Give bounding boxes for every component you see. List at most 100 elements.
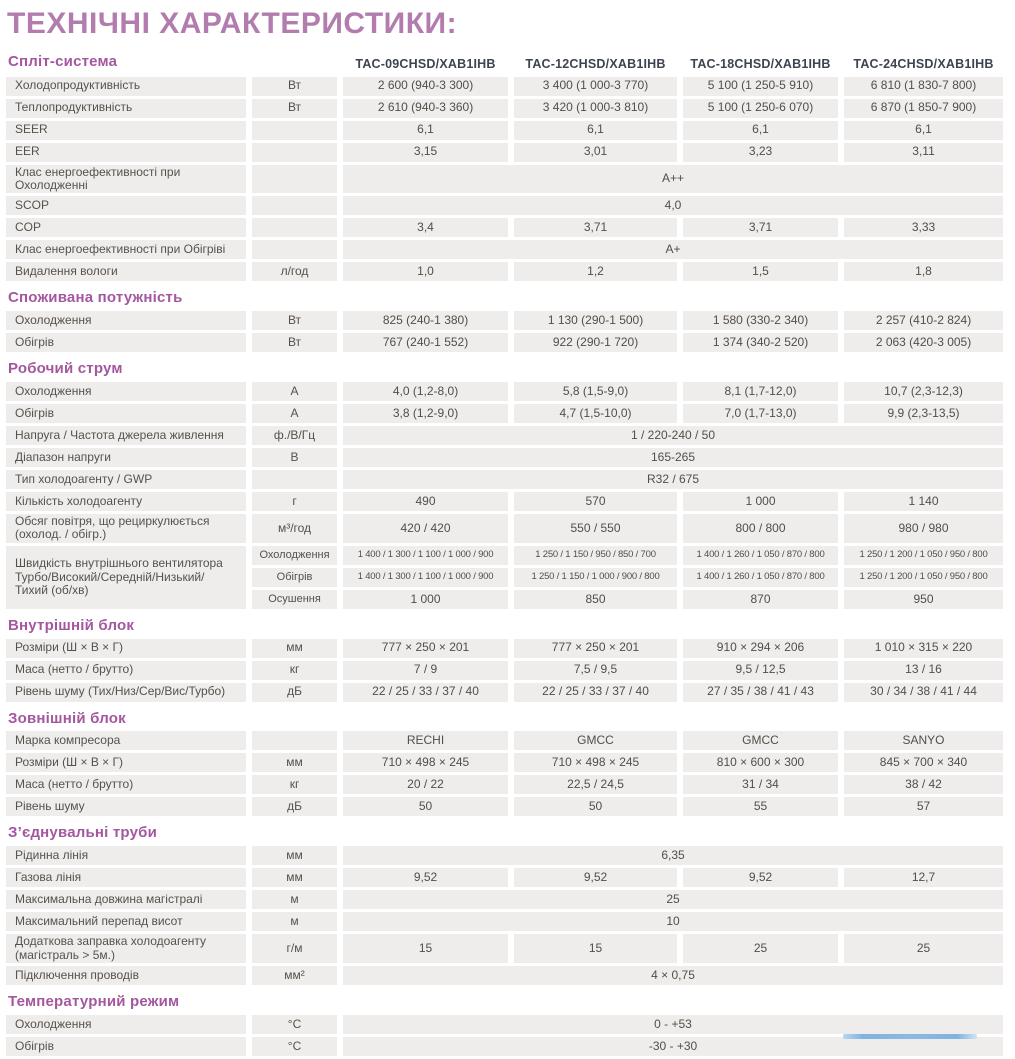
section-header-row: Споживана потужність — [6, 284, 1004, 309]
unit-cell: °С — [252, 1014, 338, 1034]
section-title: Внутрішній блок — [6, 611, 1004, 636]
row-label: Напруга / Частота джерела живлення — [6, 425, 246, 445]
section-header-row: Температурний режим — [6, 988, 1004, 1012]
model-header-2: TAC-18CHSD/XAB1IHB — [683, 51, 839, 74]
value-cell: 7 / 9 — [343, 660, 509, 680]
value-cell: 9,52 — [683, 868, 839, 888]
value-cell: 3,4 — [343, 218, 509, 238]
value-cell: 5,8 (1,5-9,0) — [514, 381, 678, 401]
row-label: SCOP — [6, 196, 246, 216]
value-cell: 3 420 (1 000-3 810) — [514, 98, 678, 118]
value-cell: SANYO — [844, 731, 1004, 751]
value-cell: 3,33 — [844, 218, 1004, 238]
fan-mode-label: Обігрів — [252, 567, 338, 587]
row-label: Максимальна довжина магістралі — [6, 890, 246, 910]
table-row: Діапазон напруги В 165-265 — [6, 447, 1004, 467]
value-cell: 1 250 / 1 150 / 950 / 850 / 700 — [514, 545, 678, 565]
row-label: Обігрів — [6, 403, 246, 423]
section-title: Споживана потужність — [6, 284, 1004, 309]
value-cell: 1 374 (340-2 520) — [683, 333, 839, 353]
table-row: Охолодження °С 0 - +53 — [6, 1014, 1004, 1034]
value-cell: 570 — [514, 491, 678, 511]
spec-table: Спліт-система TAC-09CHSD/XAB1IHB TAC-12CHS… — [0, 49, 1009, 1059]
table-row: Підключення проводів мм² 4 × 0,75 — [6, 966, 1004, 986]
unit-cell: мм² — [252, 966, 338, 986]
unit-cell: кг — [252, 660, 338, 680]
first-section-label: Спліт-система — [6, 51, 338, 74]
value-cell: 550 / 550 — [514, 513, 678, 543]
table-row: Обігрів Вт 767 (240-1 552) 922 (290-1 720) 1… — [6, 333, 1004, 353]
table-row: Напруга / Частота джерела живлення ф./В/Г… — [6, 425, 1004, 445]
value-cell: 1,5 — [683, 262, 839, 282]
unit-cell: В — [252, 447, 338, 467]
unit-cell — [252, 196, 338, 216]
value-cell: 22 / 25 / 33 / 37 / 40 — [343, 682, 509, 702]
row-label: Кількість холодоагенту — [6, 491, 246, 511]
spanning-value-cell: R32 / 675 — [343, 469, 1004, 489]
table-row: Розміри (Ш × В × Г) мм 710 × 498 × 245 710 … — [6, 753, 1004, 773]
value-cell: 3,71 — [514, 218, 678, 238]
unit-cell — [252, 240, 338, 260]
fan-mode-label: Охолодження — [252, 545, 338, 565]
value-cell: 3,23 — [683, 142, 839, 162]
value-cell: 1 000 — [683, 491, 839, 511]
value-cell: 13 / 16 — [844, 660, 1004, 680]
value-cell: 1,0 — [343, 262, 509, 282]
value-cell: 6,1 — [514, 120, 678, 140]
value-cell: 2 610 (940-3 360) — [343, 98, 509, 118]
value-cell: 845 × 700 × 340 — [844, 753, 1004, 773]
value-cell: 9,9 (2,3-13,5) — [844, 403, 1004, 423]
unit-cell: м — [252, 912, 338, 932]
value-cell: 910 × 294 × 206 — [683, 638, 839, 658]
spanning-value-cell: А+ — [343, 240, 1004, 260]
unit-cell: Вт — [252, 311, 338, 331]
value-cell: 1 400 / 1 260 / 1 050 / 870 / 800 — [683, 545, 839, 565]
value-cell: GMCC — [514, 731, 678, 751]
value-cell: 710 × 498 × 245 — [343, 753, 509, 773]
table-row: Обсяг повітря, що рециркулюється (охолод… — [6, 513, 1004, 543]
table-row: Максимальний перепад висот м 10 — [6, 912, 1004, 932]
value-cell: 6 870 (1 850-7 900) — [844, 98, 1004, 118]
cut-off-blue-element — [843, 1034, 977, 1039]
spanning-value-cell: 25 — [343, 890, 1004, 910]
row-label: Діапазон напруги — [6, 447, 246, 467]
row-label: Підключення проводів — [6, 966, 246, 986]
value-cell: 4,7 (1,5-10,0) — [514, 403, 678, 423]
unit-cell — [252, 731, 338, 751]
row-label: SEER — [6, 120, 246, 140]
table-row: Осушення 1 000 850 870 950 — [6, 589, 1004, 609]
value-cell: GMCC — [683, 731, 839, 751]
value-cell: 1 010 × 315 × 220 — [844, 638, 1004, 658]
value-cell: RECHI — [343, 731, 509, 751]
unit-cell: м³/год — [252, 513, 338, 543]
table-row: Охолодження Вт 825 (240-1 380) 1 130 (290-1… — [6, 311, 1004, 331]
model-header-1: TAC-12CHSD/XAB1IHB — [514, 51, 678, 74]
value-cell: 9,52 — [343, 868, 509, 888]
value-cell: 777 × 250 × 201 — [343, 638, 509, 658]
spanning-value-cell: 165-265 — [343, 447, 1004, 467]
table-row: Маса (нетто / брутто) кг 20 / 22 22,5 / 24,… — [6, 775, 1004, 795]
unit-cell: °С — [252, 1036, 338, 1056]
table-row: SEER 6,1 6,1 6,1 6,1 — [6, 120, 1004, 140]
value-cell: 825 (240-1 380) — [343, 311, 509, 331]
table-row: Марка компресора RECHI GMCC GMCC SANYO — [6, 731, 1004, 751]
table-row: Розміри (Ш × В × Г) мм 777 × 250 × 201 777 … — [6, 638, 1004, 658]
value-cell: 1 140 — [844, 491, 1004, 511]
unit-cell — [252, 120, 338, 140]
value-cell: 3,71 — [683, 218, 839, 238]
unit-cell: А — [252, 381, 338, 401]
model-header-3: TAC-24CHSD/XAB1IHB — [844, 51, 1004, 74]
value-cell: 30 / 34 / 38 / 41 / 44 — [844, 682, 1004, 702]
value-cell: 850 — [514, 589, 678, 609]
unit-cell: дБ — [252, 682, 338, 702]
value-cell: 922 (290-1 720) — [514, 333, 678, 353]
row-label: Охолодження — [6, 311, 246, 331]
value-cell: 50 — [343, 797, 509, 817]
page-title: ТЕХНІЧНІ ХАРАКТЕРИСТИКИ: — [7, 7, 458, 40]
value-cell: 3,01 — [514, 142, 678, 162]
row-label: COP — [6, 218, 246, 238]
value-cell: 25 — [844, 934, 1004, 964]
table-row: Тип холодоагенту / GWP R32 / 675 — [6, 469, 1004, 489]
value-cell: 55 — [683, 797, 839, 817]
value-cell: 9,5 / 12,5 — [683, 660, 839, 680]
